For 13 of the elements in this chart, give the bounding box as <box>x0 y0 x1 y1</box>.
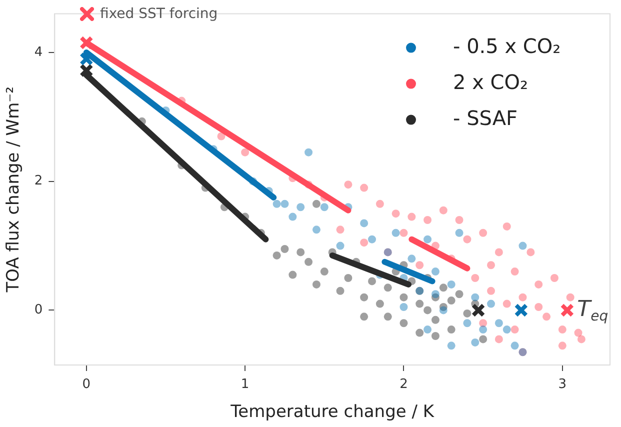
y-tick-label: 4 <box>34 44 43 60</box>
legend-label: 2 x CO₂ <box>453 70 528 94</box>
y-tick-label: 2 <box>34 174 43 189</box>
y-tick-label: 0 <box>34 302 43 318</box>
x-tick-label: 2 <box>400 377 408 392</box>
x-tick-label: 1 <box>240 377 250 392</box>
legend-label: - SSAF <box>453 106 518 130</box>
legend-label: - 0.5 x CO₂ <box>453 34 561 58</box>
x-tick-label: 3 <box>558 377 567 392</box>
y-axis-title: TOA flux change / Wm⁻² <box>4 86 24 294</box>
x-axis-title: Temperature change / K <box>230 402 435 422</box>
annotation: fixed SST forcing <box>100 6 218 22</box>
x-tick-label: 0 <box>82 377 91 392</box>
